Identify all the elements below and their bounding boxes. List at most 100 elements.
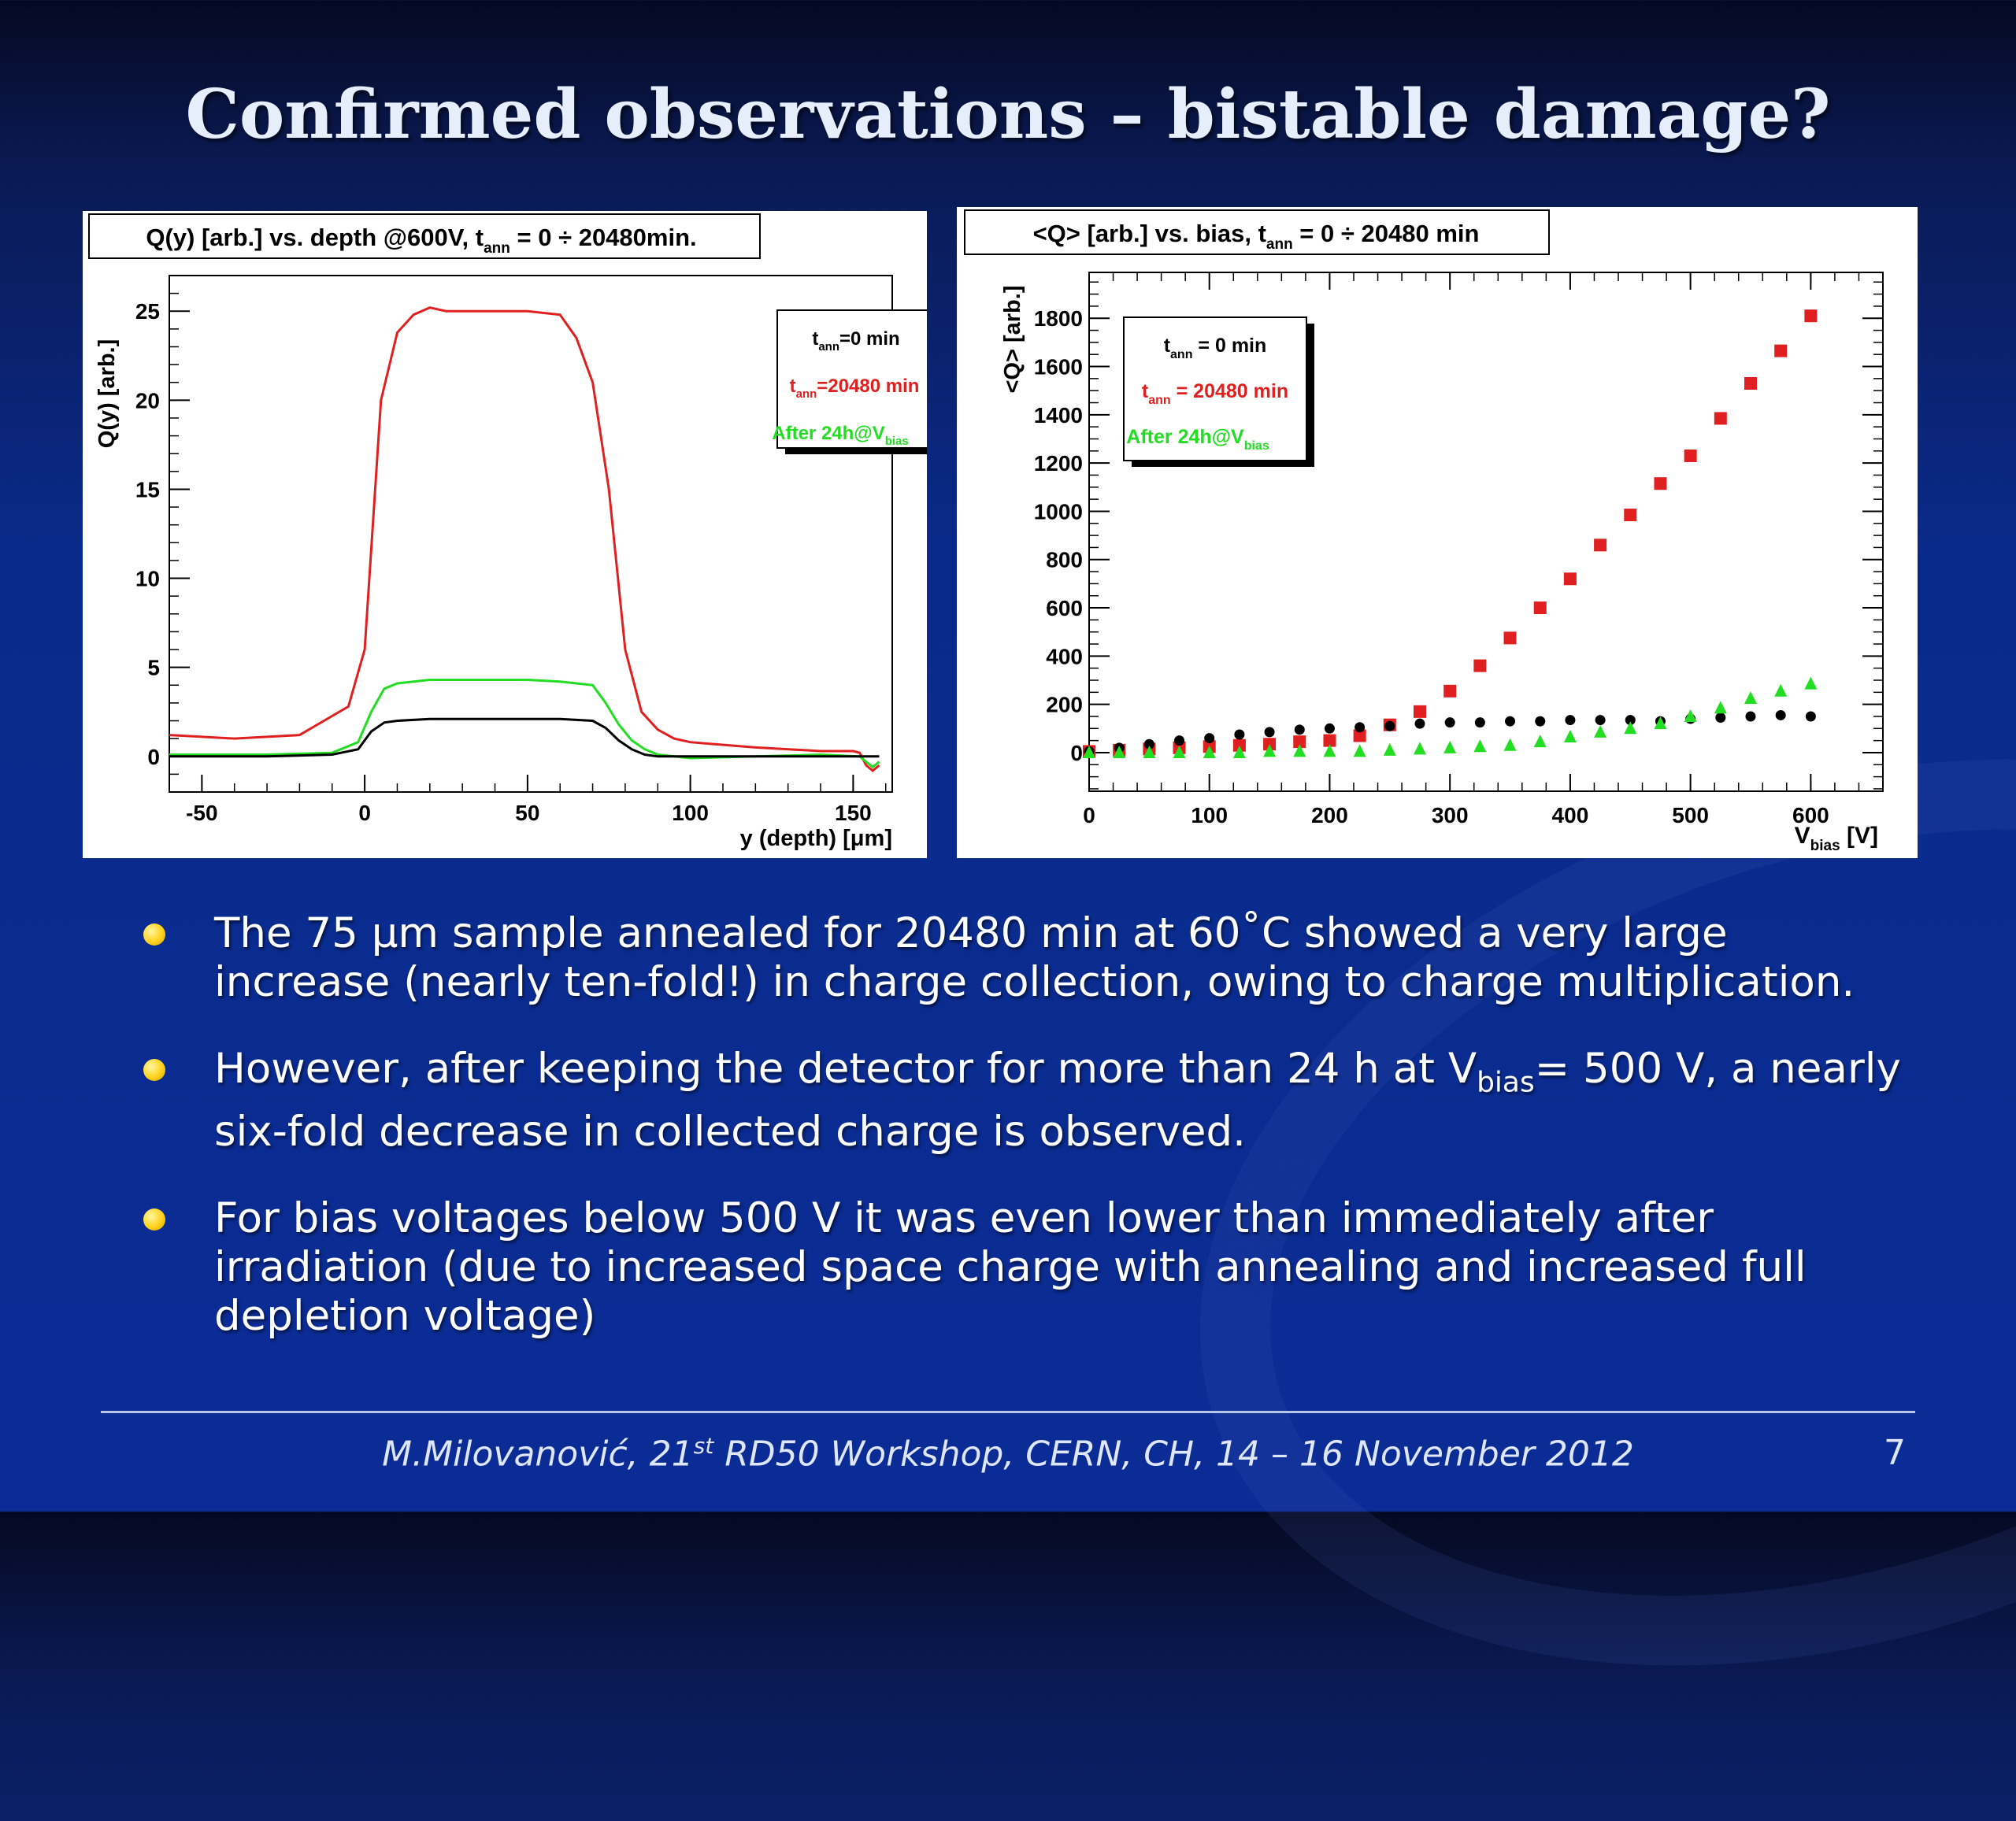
bullet-item: The 75 μm sample annealed for 20480 min …: [134, 909, 1906, 1007]
data-point-square: [1473, 659, 1487, 672]
series-line-1: [169, 679, 880, 769]
footer-suffix: RD50 Workshop, CERN, CH, 14 – 16 Novembe…: [713, 1434, 1634, 1475]
data-point-triangle: [1414, 742, 1426, 755]
bullet-text: For bias voltages below 500 V it was eve…: [214, 1194, 1807, 1340]
legend-entry-2: After 24h@Vbias: [1126, 426, 1269, 453]
chart1-title-main: Q(y) [arb.] vs. depth @600V, t: [146, 224, 484, 251]
y-tick-label: 10: [135, 567, 160, 591]
data-point-circle: [1625, 715, 1636, 726]
data-point-circle: [1474, 717, 1485, 728]
legend-entry-2: After 24h@Vbias: [772, 423, 908, 448]
data-point-square: [1503, 631, 1517, 645]
legend-entry-2-sub: bias: [885, 435, 909, 448]
title-box: [88, 213, 761, 259]
bullet-list: The 75 μm sample annealed for 20480 min …: [134, 909, 1906, 1379]
data-point-circle: [1595, 715, 1606, 726]
data-point-circle: [1174, 735, 1185, 746]
data-point-square: [1804, 309, 1818, 323]
data-point-square: [1533, 601, 1547, 615]
data-point-triangle: [1443, 740, 1457, 753]
bullet-text-a: However, after keeping the detector for …: [214, 1045, 1477, 1093]
data-point-circle: [1745, 711, 1756, 722]
y-tick-label: 25: [135, 299, 160, 324]
data-point-triangle: [1714, 701, 1727, 714]
y-tick-label: 800: [1046, 548, 1083, 572]
legend-entry-1-main: t: [1142, 380, 1149, 402]
data-point-circle: [1384, 720, 1395, 731]
y-axis-label: <Q> [arb.]: [1000, 286, 1025, 394]
bullet-dot-icon: [143, 1059, 165, 1081]
legend-entry-0-rest: =0 min: [839, 328, 900, 350]
x-axis-label-sub: bias: [1810, 838, 1840, 854]
data-point-square: [1353, 729, 1366, 742]
x-tick-label: 600: [1792, 803, 1829, 827]
legend-box: [1123, 316, 1307, 461]
chart-depth-svg: Q(y) [arb.] vs. depth @600V, tann = 0 ÷ …: [88, 213, 943, 851]
data-point-square: [1624, 509, 1637, 522]
legend-entry-0-rest: = 0 min: [1192, 335, 1266, 357]
data-point-triangle: [1173, 745, 1186, 758]
data-point-triangle: [1594, 724, 1607, 738]
legend-entry-1-rest: =20480 min: [817, 376, 919, 397]
data-point-square: [1594, 539, 1607, 552]
data-point-triangle: [1203, 745, 1216, 758]
footer-divider: [101, 1411, 1915, 1413]
data-point-triangle: [1083, 745, 1095, 758]
x-axis-label-rest: [V]: [1840, 823, 1878, 849]
legend-entry-1: tann=20480 min: [790, 376, 920, 401]
page-number: 7: [1884, 1433, 1906, 1473]
legend-entry-1-sub: ann: [1148, 394, 1170, 407]
y-tick-label: 600: [1046, 596, 1083, 620]
data-point-circle: [1414, 718, 1425, 729]
title-box: [964, 209, 1550, 255]
data-point-square: [1774, 344, 1788, 357]
chart2-title: <Q> [arb.] vs. bias, tann = 0 ÷ 20480 mi…: [1033, 220, 1480, 253]
x-tick-label: 100: [672, 801, 709, 825]
legend-entry-0: tann = 0 min: [1164, 335, 1267, 361]
bullet-text-b: = 500 V, a nearly six-fold decrease in c…: [214, 1045, 1901, 1156]
plot-frame: [1088, 272, 1884, 792]
footer-sup: st: [693, 1433, 714, 1459]
legend-entry-0-sub: ann: [818, 340, 839, 353]
chart2-title-sub: ann: [1266, 236, 1293, 253]
x-tick-label: 300: [1432, 803, 1469, 827]
chart-bias-svg: <Q> [arb.] vs. bias, tann = 0 ÷ 20480 mi…: [964, 209, 1884, 854]
legend-entry-1: tann = 20480 min: [1142, 380, 1288, 407]
data-point-square: [1744, 376, 1757, 390]
bullet-item: However, after keeping the detector for …: [134, 1045, 1906, 1157]
x-tick-label: 100: [1191, 803, 1228, 827]
chart2-title-main: <Q> [arb.] vs. bias, t: [1033, 220, 1266, 247]
data-point-square: [1684, 449, 1697, 462]
footer-prefix: M.Milovanović, 21: [382, 1434, 694, 1475]
data-point-triangle: [1804, 676, 1818, 690]
bullet-text: The 75 μm sample annealed for 20480 min …: [214, 909, 1855, 1006]
y-tick-label: 1200: [1034, 451, 1083, 476]
data-point-triangle: [1383, 742, 1396, 756]
data-point-triangle: [1232, 745, 1246, 758]
series-line-2: [169, 717, 880, 758]
legend-entry-1-main: t: [790, 376, 796, 397]
legend-entry-2-sub: bias: [1244, 439, 1269, 453]
x-axis-label-main: V: [1795, 823, 1810, 849]
data-point-circle: [1143, 738, 1154, 749]
legend-entry-1-sub: ann: [796, 387, 817, 401]
x-tick-label: 0: [1083, 803, 1095, 827]
data-point-square: [1714, 412, 1727, 425]
x-axis-label: Vbias [V]: [1795, 823, 1878, 854]
bullet-sub: bias: [1477, 1066, 1535, 1099]
data-point-triangle: [1563, 730, 1577, 743]
series-line-0: [169, 306, 880, 772]
data-point-triangle: [1263, 744, 1277, 757]
data-point-triangle: [1774, 683, 1788, 697]
data-point-circle: [1204, 733, 1215, 744]
x-tick-label: 50: [515, 801, 539, 825]
y-tick-label: 20: [135, 388, 160, 413]
x-tick-label: 0: [358, 801, 371, 825]
data-point-square: [1443, 684, 1457, 698]
x-tick-label: 150: [835, 801, 872, 825]
legend-entry-0: tann=0 min: [812, 328, 899, 353]
legend-entry-2-main: After 24h@V: [1126, 426, 1244, 448]
footer-text: M.Milovanović, 21st RD50 Workshop, CERN,…: [0, 1433, 2016, 1475]
chart-depth-profile: Q(y) [arb.] vs. depth @600V, tann = 0 ÷ …: [83, 211, 943, 858]
bullet-item: For bias voltages below 500 V it was eve…: [134, 1194, 1906, 1341]
